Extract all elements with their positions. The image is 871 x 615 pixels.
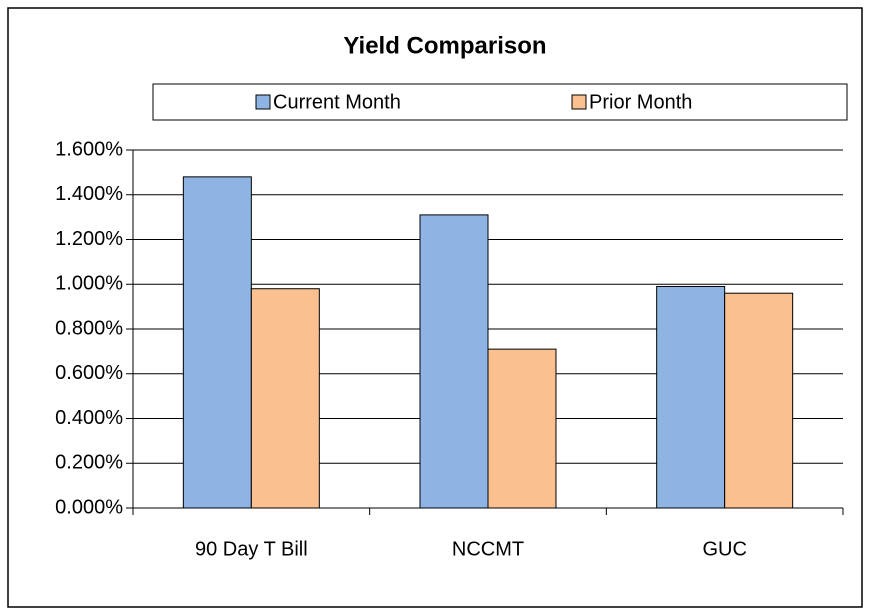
bar bbox=[419, 214, 489, 509]
bar bbox=[182, 176, 252, 509]
y-tick-label: 1.600% bbox=[55, 138, 123, 160]
x-tick-label: GUC bbox=[702, 538, 746, 560]
legend-label: Prior Month bbox=[589, 91, 692, 113]
chart-title: Yield Comparison bbox=[343, 32, 546, 59]
x-tick-label: 90 Day T Bill bbox=[195, 538, 308, 560]
bar bbox=[724, 292, 794, 509]
y-tick-label: 0.600% bbox=[55, 362, 123, 384]
legend-label: Current Month bbox=[273, 91, 401, 113]
legend-swatch bbox=[255, 94, 271, 110]
legend-swatch bbox=[571, 94, 587, 110]
y-tick-label: 0.000% bbox=[55, 496, 123, 518]
bar bbox=[487, 348, 557, 509]
y-tick-label: 0.800% bbox=[55, 317, 123, 339]
y-tick-label: 1.400% bbox=[55, 183, 123, 205]
y-tick-label: 1.000% bbox=[55, 273, 123, 295]
x-tick-label: NCCMT bbox=[452, 538, 524, 560]
y-tick-label: 1.200% bbox=[55, 228, 123, 250]
bar bbox=[656, 285, 726, 509]
y-tick-label: 0.200% bbox=[55, 452, 123, 474]
y-tick-label: 0.400% bbox=[55, 407, 123, 429]
bar bbox=[250, 288, 320, 509]
